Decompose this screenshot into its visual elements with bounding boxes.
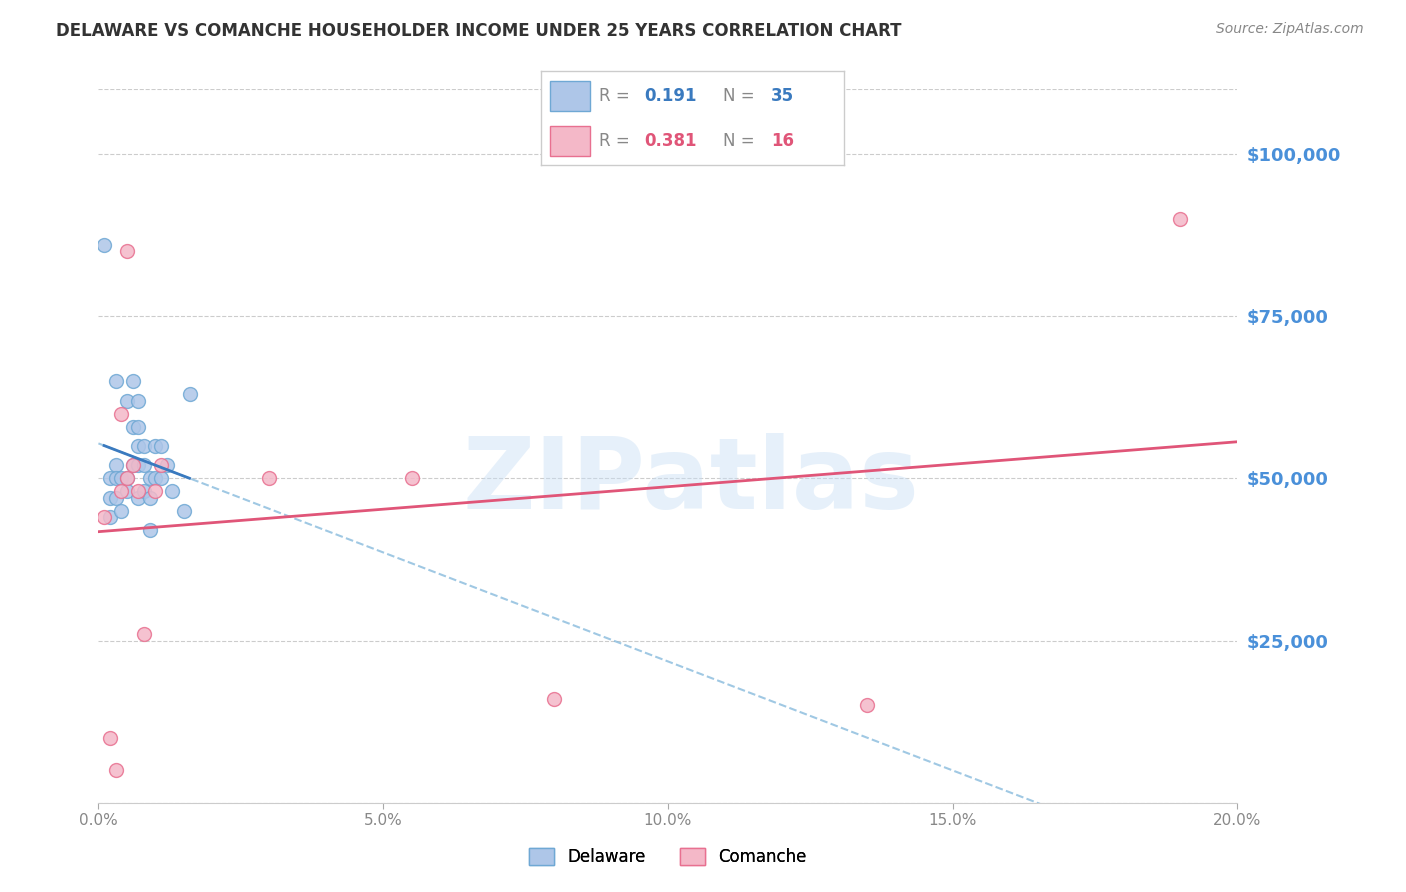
Point xyxy=(132,484,155,499)
Point xyxy=(150,458,173,473)
Point xyxy=(127,439,149,453)
Point xyxy=(162,484,184,499)
Point xyxy=(115,244,138,259)
Point xyxy=(121,458,143,473)
Point xyxy=(150,471,173,485)
Point xyxy=(115,471,138,485)
Text: ZIPatlas: ZIPatlas xyxy=(463,434,920,530)
Point xyxy=(138,491,160,505)
Point xyxy=(401,471,423,485)
Point xyxy=(156,458,179,473)
Text: 16: 16 xyxy=(770,132,794,150)
Point xyxy=(104,374,127,388)
Point xyxy=(127,491,149,505)
Point xyxy=(115,484,138,499)
Point xyxy=(138,524,160,538)
Point xyxy=(173,504,195,518)
Text: R =: R = xyxy=(599,132,634,150)
Point xyxy=(132,458,155,473)
Point xyxy=(98,731,121,745)
Point xyxy=(138,471,160,485)
Point xyxy=(127,458,149,473)
Text: 35: 35 xyxy=(770,87,794,104)
Point xyxy=(104,764,127,778)
Point xyxy=(132,627,155,641)
Text: 0.191: 0.191 xyxy=(644,87,696,104)
Point xyxy=(1170,211,1192,226)
Point xyxy=(127,393,149,408)
Text: DELAWARE VS COMANCHE HOUSEHOLDER INCOME UNDER 25 YEARS CORRELATION CHART: DELAWARE VS COMANCHE HOUSEHOLDER INCOME … xyxy=(56,22,901,40)
Bar xyxy=(550,126,589,156)
Text: N =: N = xyxy=(723,132,759,150)
Point xyxy=(115,393,138,408)
Point xyxy=(127,419,149,434)
Text: 0.381: 0.381 xyxy=(644,132,696,150)
Point xyxy=(121,419,143,434)
Point xyxy=(543,692,565,706)
Legend: Delaware, Comanche: Delaware, Comanche xyxy=(523,841,813,873)
Point xyxy=(98,510,121,524)
Point xyxy=(121,374,143,388)
Point xyxy=(98,491,121,505)
Bar xyxy=(550,81,589,111)
Point xyxy=(110,407,132,421)
Point xyxy=(127,484,149,499)
Point xyxy=(145,471,167,485)
Text: R =: R = xyxy=(599,87,634,104)
Point xyxy=(856,698,879,713)
Point xyxy=(98,471,121,485)
Text: N =: N = xyxy=(723,87,759,104)
Point xyxy=(145,439,167,453)
Point xyxy=(104,471,127,485)
Point xyxy=(259,471,281,485)
Point xyxy=(145,484,167,499)
Point xyxy=(179,387,201,401)
Point xyxy=(110,484,132,499)
Point xyxy=(121,458,143,473)
Point xyxy=(110,504,132,518)
Point xyxy=(104,458,127,473)
Point xyxy=(115,471,138,485)
Point xyxy=(110,471,132,485)
Point xyxy=(150,439,173,453)
Point xyxy=(93,510,115,524)
Point xyxy=(132,439,155,453)
Point xyxy=(93,238,115,252)
Text: Source: ZipAtlas.com: Source: ZipAtlas.com xyxy=(1216,22,1364,37)
Point xyxy=(104,491,127,505)
